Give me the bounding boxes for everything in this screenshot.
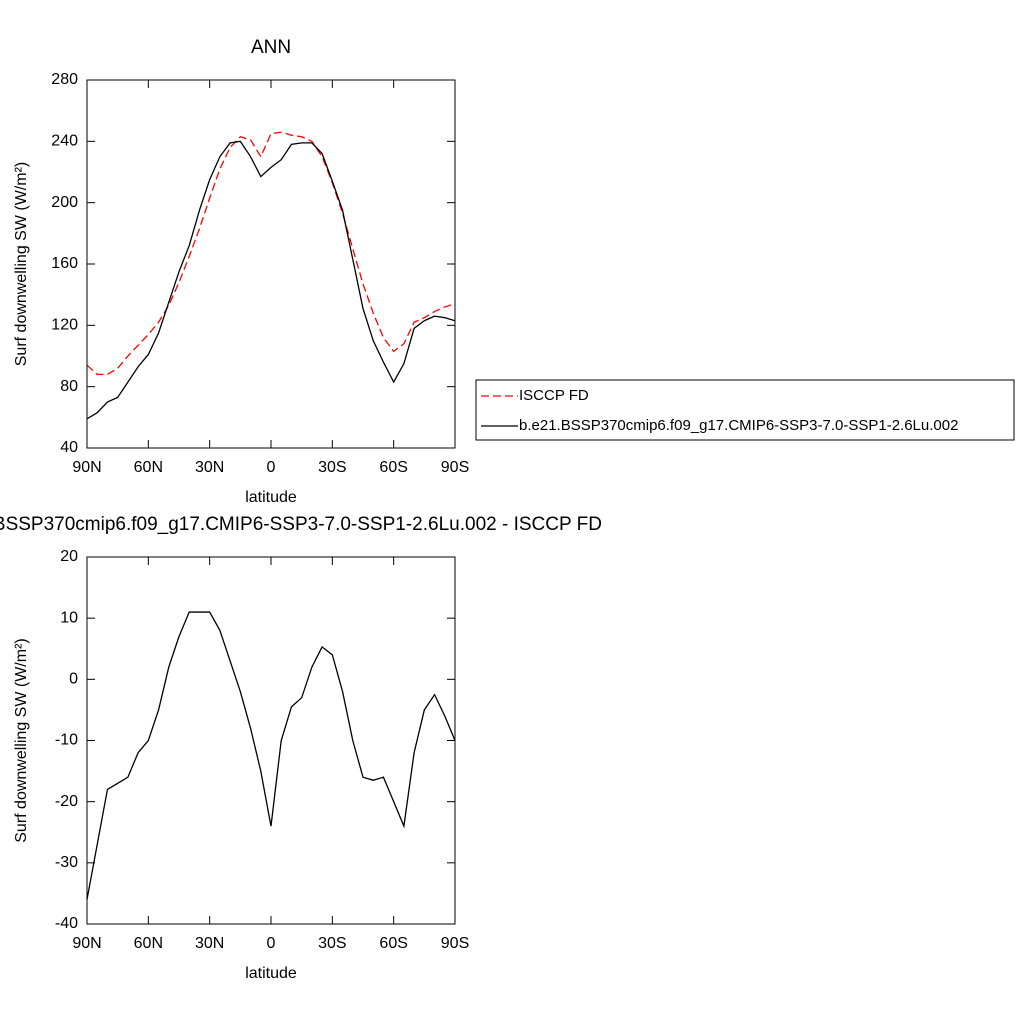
x-tick-label: 60S [379, 935, 407, 952]
x-tick-label: 90N [72, 459, 101, 476]
y-axis-label: Surf downwelling SW (W/m²) [13, 638, 30, 842]
x-axis-label: latitude [245, 489, 297, 506]
x-axis-label: latitude [245, 965, 297, 982]
chart-title: ANN [251, 37, 291, 58]
series-line [86, 611, 456, 900]
x-tick-label: 90S [441, 459, 469, 476]
y-tick-label: 120 [51, 317, 78, 334]
y-tick-label: 40 [60, 439, 78, 456]
y-tick-label: -10 [55, 732, 78, 749]
y-tick-label: 200 [51, 194, 78, 211]
y-tick-label: -20 [55, 793, 78, 810]
legend-label: ISCCP FD [519, 387, 589, 404]
plot-frame [86, 556, 456, 925]
plot-frame [86, 79, 456, 449]
x-tick-label: 90N [72, 935, 101, 952]
x-tick-label: 60S [379, 459, 407, 476]
y-tick-label: -40 [55, 915, 78, 932]
legend-box [475, 379, 1015, 441]
chart-title: b.e21.BSSP370cmip6.f09_g17.CMIP6-SSP3-7.… [0, 514, 602, 535]
y-tick-label: 20 [60, 548, 78, 565]
y-tick-label: 240 [51, 133, 78, 150]
x-tick-label: 30N [195, 935, 224, 952]
series-line [86, 140, 456, 420]
y-tick-label: -30 [55, 854, 78, 871]
x-tick-label: 90S [441, 935, 469, 952]
x-tick-label: 0 [267, 935, 276, 952]
x-tick-label: 60N [134, 459, 163, 476]
x-tick-label: 30S [318, 459, 346, 476]
x-tick-label: 30N [195, 459, 224, 476]
x-tick-label: 0 [267, 459, 276, 476]
legend-label: b.e21.BSSP370cmip6.f09_g17.CMIP6-SSP3-7.… [519, 417, 958, 434]
y-tick-label: 160 [51, 255, 78, 272]
y-tick-label: 80 [60, 378, 78, 395]
y-tick-label: 0 [69, 671, 78, 688]
y-tick-label: 280 [51, 71, 78, 88]
y-tick-label: 10 [60, 609, 78, 626]
series-line [86, 131, 456, 376]
x-tick-label: 60N [134, 935, 163, 952]
y-axis-label: Surf downwelling SW (W/m²) [13, 162, 30, 366]
x-tick-label: 30S [318, 935, 346, 952]
